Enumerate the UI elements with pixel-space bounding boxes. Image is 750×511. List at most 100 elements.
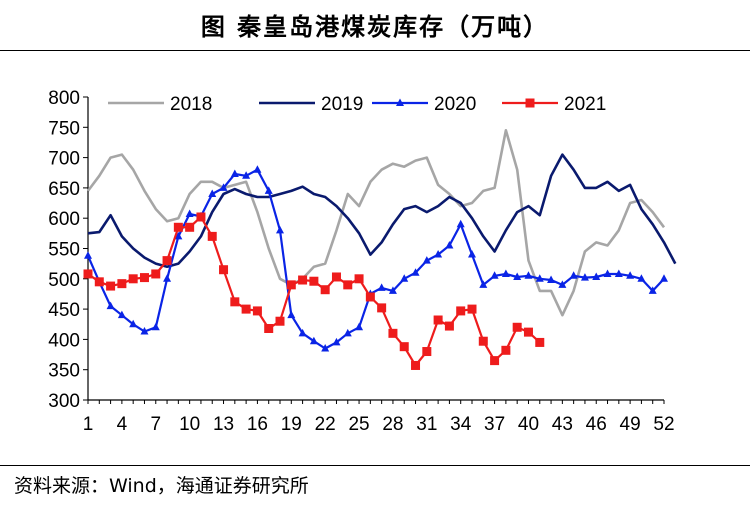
series-2020	[84, 165, 668, 352]
data-point-2021	[196, 212, 206, 222]
data-point-2020	[445, 240, 454, 249]
data-point-2021	[354, 274, 364, 284]
data-point-2020	[163, 274, 172, 282]
data-point-2020	[547, 275, 556, 284]
legend-marker	[525, 98, 535, 108]
source-note: 资料来源：Wind，海通证券研究所	[14, 475, 309, 497]
data-point-2020	[84, 251, 92, 259]
y-tick-label: 500	[48, 270, 80, 291]
data-point-2020	[332, 337, 341, 346]
legend-entry-2018: 2018	[108, 94, 212, 115]
data-point-2021	[207, 231, 217, 241]
x-tick-label: 25	[348, 414, 369, 435]
x-tick-label: 34	[450, 414, 472, 435]
series-line-2018	[86, 129, 666, 317]
data-point-2021	[535, 337, 545, 347]
series-line-2019	[87, 153, 677, 269]
source-divider	[0, 465, 750, 466]
x-tick-label: 4	[117, 414, 128, 435]
data-point-2021	[162, 256, 172, 266]
data-point-2021	[117, 279, 127, 289]
data-point-2021	[173, 222, 183, 232]
legend-entry-2020: 2020	[372, 94, 476, 115]
data-point-2020	[434, 250, 443, 258]
x-tick-label: 7	[150, 414, 161, 435]
data-point-2020	[140, 327, 149, 335]
x-tick-label: 31	[416, 414, 437, 435]
y-tick-label: 400	[48, 330, 80, 351]
data-point-2020	[660, 274, 668, 282]
axes: 300 350 400 450 500 550 600 650 700 750 800 1 4 7 10 13…	[48, 88, 674, 435]
data-point-2021	[94, 277, 104, 287]
data-point-2021	[399, 342, 409, 352]
legend: 2018 2019 2020 2021	[108, 94, 606, 115]
data-point-2021	[365, 292, 375, 302]
legend-entry-2019: 2019	[259, 94, 363, 115]
data-point-2020	[208, 189, 217, 197]
x-tick-label: 49	[620, 414, 641, 435]
x-tick-label: 37	[484, 414, 505, 435]
x-tick-label: 52	[653, 414, 674, 435]
data-point-2020	[185, 209, 194, 217]
data-point-2020	[614, 269, 623, 277]
data-point-2021	[309, 276, 319, 286]
series-layer	[83, 129, 677, 370]
data-point-2021	[139, 273, 149, 283]
data-point-2020	[558, 280, 567, 288]
data-point-2020	[129, 319, 138, 328]
data-point-2020	[468, 250, 476, 258]
data-point-2020	[513, 272, 522, 280]
y-tick-label: 800	[48, 88, 80, 109]
data-point-2020	[264, 186, 273, 194]
data-point-2020	[524, 271, 533, 279]
series-2019	[87, 153, 677, 269]
x-tick-label: 10	[179, 414, 200, 435]
data-point-2020	[242, 171, 251, 179]
data-point-2020	[422, 256, 431, 264]
data-point-2020	[343, 328, 352, 337]
data-point-2021	[478, 336, 488, 346]
data-point-2021	[512, 322, 522, 332]
data-point-2021	[433, 315, 443, 325]
data-point-2020	[230, 169, 239, 177]
y-tick-label: 300	[48, 391, 80, 412]
data-point-2021	[230, 297, 240, 307]
title-divider	[0, 50, 750, 51]
legend-label: 2019	[321, 94, 363, 115]
data-point-2020	[151, 322, 160, 331]
data-point-2021	[377, 303, 387, 313]
data-point-2020	[501, 269, 510, 277]
line-chart: 300 350 400 450 500 550 600 650 700 750 800 1 4 7 10 13…	[48, 88, 677, 435]
data-point-2020	[456, 219, 465, 228]
data-point-2020	[603, 269, 612, 277]
legend-label: 2018	[170, 94, 212, 115]
legend-entry-2021: 2021	[502, 94, 606, 115]
data-point-2020	[535, 274, 544, 282]
series-2021	[83, 212, 545, 370]
data-point-2021	[444, 321, 454, 331]
data-point-2021	[286, 280, 296, 290]
x-tick-label: 13	[213, 414, 234, 435]
y-tick-label: 350	[48, 361, 80, 382]
data-point-2020	[400, 274, 409, 282]
y-tick-label: 550	[48, 240, 80, 261]
x-tick-label: 46	[586, 414, 607, 435]
data-point-2021	[264, 323, 274, 333]
x-tick-label: 43	[552, 414, 573, 435]
x-tick-label: 1	[83, 414, 94, 435]
data-point-2021	[320, 285, 330, 295]
data-point-2020	[219, 183, 228, 191]
data-point-2020	[580, 273, 589, 281]
data-point-2021	[422, 347, 432, 357]
y-tick-label: 700	[48, 149, 80, 170]
data-point-2020	[479, 280, 488, 288]
y-tick-label: 450	[48, 300, 80, 321]
data-point-2021	[185, 222, 195, 232]
legend-label: 2020	[434, 94, 476, 115]
data-point-2021	[128, 274, 138, 284]
data-point-2020	[637, 274, 646, 282]
data-point-2020	[355, 322, 364, 331]
data-point-2020	[298, 328, 307, 337]
data-point-2021	[219, 265, 229, 275]
data-point-2020	[569, 271, 578, 279]
